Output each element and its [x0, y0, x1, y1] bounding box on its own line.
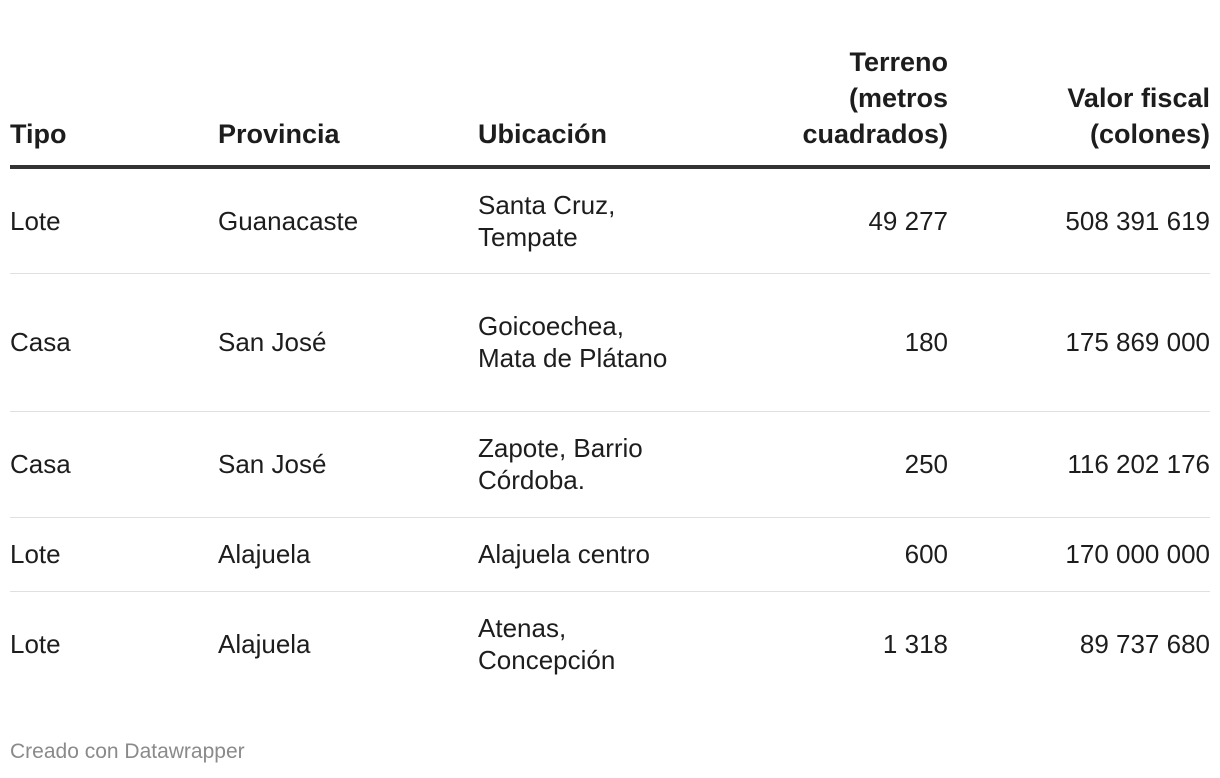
cell-tipo: Lote [10, 629, 61, 660]
table-row: Casa San José Goicoechea, Mata de Plátan… [10, 273, 1210, 412]
cell-tipo: Casa [10, 273, 218, 412]
cell-provincia: Alajuela [218, 517, 478, 592]
table-row: Lote Alajuela Atenas, Concepción 1 318 8… [10, 591, 1210, 697]
data-table: Tipo Provincia Ubicación Terreno (metros… [10, 44, 1210, 697]
cell-tipo: Lote [10, 517, 218, 592]
cell-ubicacion: Atenas, Concepción [478, 613, 616, 676]
table-header-row: Tipo Provincia Ubicación Terreno (metros… [10, 44, 1210, 169]
column-header-tipo[interactable]: Tipo [10, 44, 218, 169]
cell-terreno: 49 277 [678, 167, 948, 274]
cell-terreno: 180 [678, 273, 948, 412]
cell-provincia: San José [218, 273, 478, 412]
cell-ubicacion: Goicoechea, Mata de Plátano [478, 273, 678, 412]
column-header-terreno[interactable]: Terreno (metros cuadrados) [678, 44, 948, 169]
column-header-provincia[interactable]: Provincia [218, 44, 478, 169]
cell-valor-fiscal: 170 000 000 [948, 517, 1210, 592]
column-header-ubicacion[interactable]: Ubicación [478, 44, 678, 169]
cell-tipo: Lote [10, 167, 218, 274]
table-row: Lote Alajuela Alajuela centro 600 170 00… [10, 517, 1210, 592]
cell-tipo: Casa [10, 411, 218, 518]
cell-valor-fiscal: 508 391 619 [948, 167, 1210, 274]
cell-terreno: 250 [678, 411, 948, 518]
cell-ubicacion: Alajuela centro [478, 517, 678, 592]
cell-provincia: Alajuela [218, 629, 311, 660]
cell-valor-fiscal: 116 202 176 [948, 411, 1210, 518]
table-row: Casa San José Zapote, Barrio Córdoba. 25… [10, 411, 1210, 518]
cell-provincia: Guanacaste [218, 167, 478, 274]
cell-ubicacion: Santa Cruz, Tempate [478, 167, 678, 274]
column-header-valor-fiscal[interactable]: Valor fiscal (colones) [948, 44, 1210, 169]
data-table-container: Tipo Provincia Ubicación Terreno (metros… [10, 44, 1210, 697]
cell-provincia: San José [218, 411, 478, 518]
table-row: Lote Guanacaste Santa Cruz, Tempate 49 2… [10, 167, 1210, 274]
cell-valor-fiscal: 175 869 000 [948, 273, 1210, 412]
datawrapper-credit-link[interactable]: Creado con Datawrapper [10, 740, 245, 763]
cell-terreno: 1 318 [882, 629, 948, 660]
cell-ubicacion: Zapote, Barrio Córdoba. [478, 411, 678, 518]
cell-valor-fiscal: 89 737 680 [1079, 629, 1210, 660]
cell-terreno: 600 [678, 517, 948, 592]
